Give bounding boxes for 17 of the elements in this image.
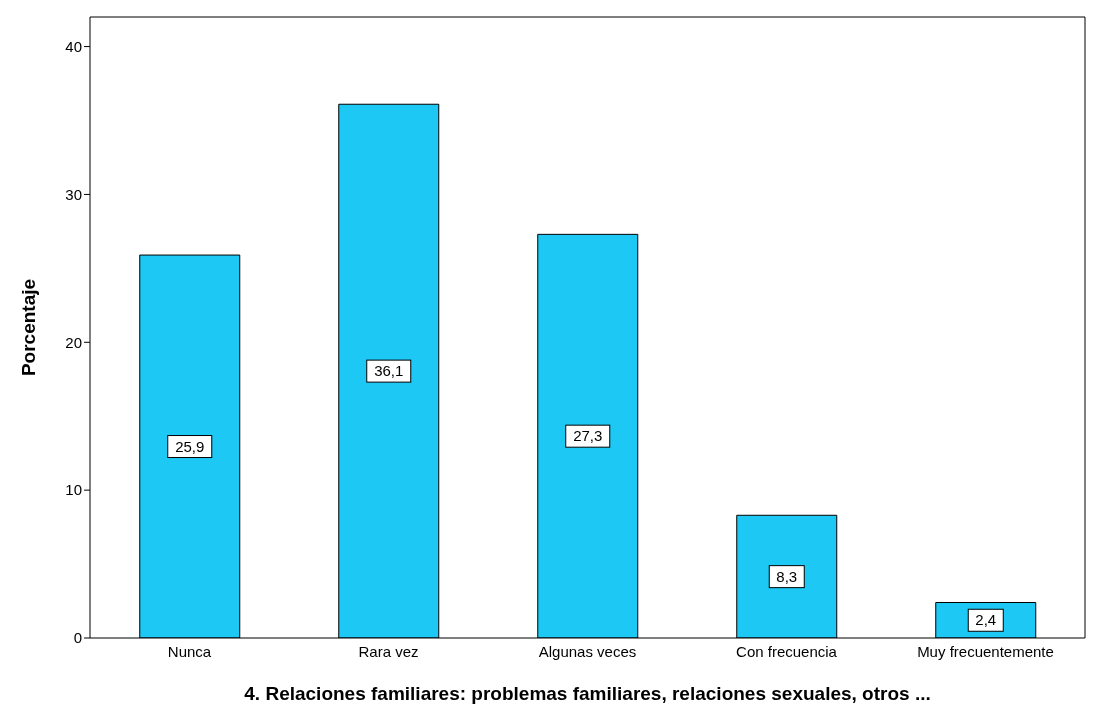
data-label: 36,1 bbox=[374, 362, 404, 380]
y-tick-label: 20 bbox=[65, 333, 82, 351]
data-label: 27,3 bbox=[573, 427, 603, 445]
y-axis-title: Porcentaje bbox=[17, 278, 39, 377]
data-label: 25,9 bbox=[175, 437, 205, 455]
x-tick-label: Nunca bbox=[167, 642, 212, 660]
y-tick-label: 0 bbox=[73, 629, 82, 647]
x-tick-label: Muy frecuentemente bbox=[917, 642, 1054, 660]
x-tick-label: Con frecuencia bbox=[736, 642, 838, 660]
y-tick-label: 30 bbox=[65, 185, 82, 203]
x-tick-label: Rara vez bbox=[358, 642, 419, 660]
y-tick-label: 40 bbox=[65, 37, 82, 55]
x-tick-label: Algunas veces bbox=[538, 642, 637, 660]
x-axis-title: 4. Relaciones familiares: problemas familiares, relaciones sexuales, otros ... bbox=[244, 683, 931, 704]
data-label: 2,4 bbox=[975, 611, 997, 629]
data-label: 8,3 bbox=[776, 567, 798, 585]
y-tick-label: 10 bbox=[65, 481, 82, 499]
